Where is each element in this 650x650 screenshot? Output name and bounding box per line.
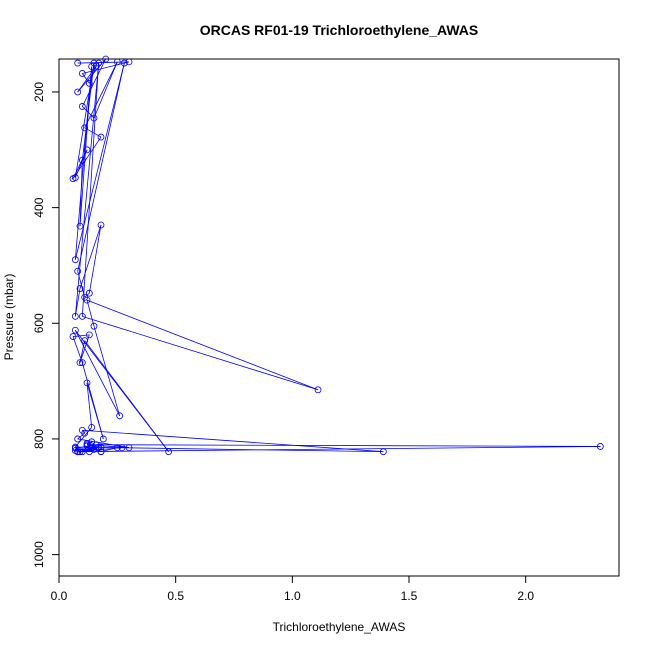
data-point — [95, 59, 103, 67]
data-point — [120, 59, 128, 67]
y-axis-label: Pressure (mbar) — [2, 274, 16, 361]
data-point — [85, 289, 93, 297]
data-point — [88, 63, 96, 70]
y-tick-label: 200 — [32, 82, 46, 102]
data-point — [97, 443, 105, 451]
series-layer — [69, 55, 604, 456]
data-point — [78, 70, 86, 77]
data-point — [74, 448, 82, 456]
series-line-segment — [77, 446, 601, 453]
series-line-segment — [86, 299, 319, 391]
data-point — [74, 435, 82, 443]
data-point — [90, 445, 98, 453]
data-point — [81, 124, 89, 132]
data-point — [83, 442, 91, 450]
series-line-segment — [77, 62, 125, 272]
series-line-segment — [81, 63, 100, 317]
x-tick-label: 2.0 — [517, 589, 534, 603]
data-point — [99, 435, 107, 443]
data-point — [116, 412, 124, 420]
series-line-segment — [82, 73, 90, 84]
data-point — [88, 438, 96, 446]
x-axis: 0.0 0.5 1.0 1.5 2.0 — [51, 575, 534, 603]
chart-title: ORCAS RF01-19 Trichloroethylene_AWAS — [200, 22, 479, 38]
series-line-segment — [72, 336, 83, 363]
x-tick-label: 0.5 — [167, 589, 184, 603]
data-point — [78, 103, 86, 110]
data-point — [97, 133, 105, 141]
data-point — [88, 442, 96, 450]
data-point — [83, 146, 91, 154]
data-point — [90, 59, 98, 67]
data-point — [596, 443, 604, 450]
x-axis-label: Trichloroethylene_AWAS — [273, 620, 406, 634]
y-tick-label: 1000 — [32, 541, 46, 568]
data-point — [83, 296, 91, 304]
series-line-segment — [74, 330, 121, 416]
series-line-segment — [93, 61, 118, 119]
data-point — [78, 312, 86, 320]
data-point — [125, 444, 133, 452]
data-point — [71, 174, 79, 181]
data-point — [85, 79, 93, 87]
series-line-segment — [96, 444, 601, 447]
series-line-segment — [77, 432, 85, 440]
series-line-segment — [88, 224, 102, 294]
series-line-segment — [81, 58, 107, 107]
data-point — [74, 59, 82, 67]
y-tick-label: 800 — [32, 429, 46, 449]
series-line-segment — [82, 315, 319, 391]
data-point — [90, 114, 98, 122]
y-tick-label: 600 — [32, 313, 46, 333]
y-tick-label: 400 — [32, 197, 46, 217]
data-point — [76, 285, 84, 292]
data-point — [71, 312, 79, 320]
x-tick-label: 1.0 — [284, 589, 301, 603]
data-point — [81, 337, 89, 345]
data-point — [90, 322, 98, 330]
data-point — [97, 221, 105, 229]
data-point — [83, 379, 91, 387]
x-tick-label: 0.0 — [51, 589, 68, 603]
data-point — [78, 359, 86, 367]
data-point — [88, 423, 96, 431]
series-line-segment — [86, 300, 95, 327]
data-point — [74, 88, 82, 96]
series-line-segment — [86, 444, 130, 449]
y-axis: 200 400 600 800 1000 — [32, 82, 60, 568]
series-line-segment — [79, 224, 102, 289]
data-point — [74, 267, 82, 275]
data-point — [165, 448, 173, 456]
series-line-segment — [84, 61, 118, 128]
data-point — [76, 222, 84, 230]
series-line-segment — [84, 340, 169, 452]
data-point — [69, 333, 77, 340]
data-point — [76, 359, 84, 367]
series-line-segment — [86, 382, 93, 428]
data-point — [76, 448, 84, 456]
x-tick-label: 1.5 — [401, 589, 418, 603]
data-point — [71, 256, 79, 264]
series-line-segment — [86, 382, 104, 440]
data-point — [113, 444, 121, 452]
data-point — [97, 448, 105, 456]
data-point — [71, 444, 79, 452]
data-point — [85, 331, 93, 339]
data-point — [78, 448, 86, 456]
data-point — [314, 386, 322, 394]
data-point — [78, 156, 86, 164]
data-point — [379, 448, 387, 456]
series-line-segment — [82, 429, 384, 453]
data-point — [118, 444, 126, 452]
data-point — [81, 429, 89, 437]
data-point — [71, 326, 79, 334]
